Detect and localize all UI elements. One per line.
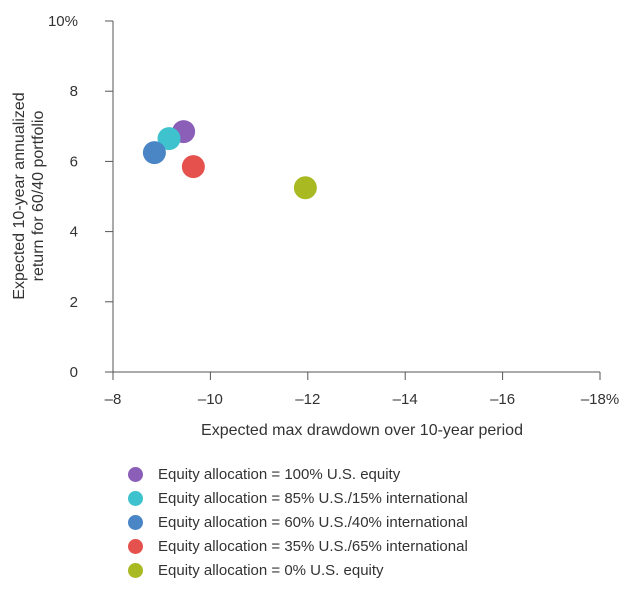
data-point [293,176,317,200]
legend-item: Equity allocation = 100% U.S. equity [128,462,608,486]
legend-swatch [128,466,143,482]
x-tick-label: –18% [581,391,619,408]
legend-label: Equity allocation = 60% U.S./40% interna… [158,513,468,531]
x-tick-label: –16 [490,391,515,408]
legend: Equity allocation = 100% U.S. equity Equi… [128,462,608,582]
legend-item: Equity allocation = 85% U.S./15% interna… [128,486,608,510]
x-axis-label: Expected max drawdown over 10-year perio… [201,422,523,439]
y-tick-label: 6 [70,153,78,170]
y-tick-label: 4 [70,224,78,241]
x-tick-label: –10 [198,391,223,408]
x-tick-label: –8 [105,391,122,408]
x-tick-label: –12 [295,391,320,408]
legend-swatch [128,490,143,506]
data-points [142,120,317,200]
legend-label: Equity allocation = 0% U.S. equity [158,561,384,579]
scatter-chart: 0 2 4 6 8 10% –8 –10 –12 –14 –16 –18% Expected 10-… [11,13,619,439]
y-tick-label: 10% [48,13,78,30]
legend-label: Equity allocation = 85% U.S./15% interna… [158,489,468,507]
y-axis-label-line-2: return for 60/40 portfolio [30,111,47,282]
legend-swatch [128,538,143,554]
data-point [181,155,205,179]
legend-swatch [128,562,143,578]
y-tick-label: 8 [70,83,78,100]
x-tick-label: –14 [393,391,418,408]
legend-swatch [128,514,143,530]
x-axis-ticks: –8 –10 –12 –14 –16 –18% [105,372,619,408]
data-point [157,127,181,151]
data-point [142,141,166,165]
legend-label: Equity allocation = 100% U.S. equity [158,465,401,483]
legend-label: Equity allocation = 35% U.S./65% interna… [158,537,468,555]
axes [112,21,600,373]
y-tick-label: 0 [70,364,78,381]
legend-item: Equity allocation = 60% U.S./40% interna… [128,510,608,534]
y-axis-label-line-1: Expected 10-year annualized [11,92,28,299]
y-tick-label: 2 [70,294,78,311]
legend-item: Equity allocation = 0% U.S. equity [128,558,608,582]
y-axis-ticks: 0 2 4 6 8 10% [48,13,113,381]
legend-item: Equity allocation = 35% U.S./65% interna… [128,534,608,558]
